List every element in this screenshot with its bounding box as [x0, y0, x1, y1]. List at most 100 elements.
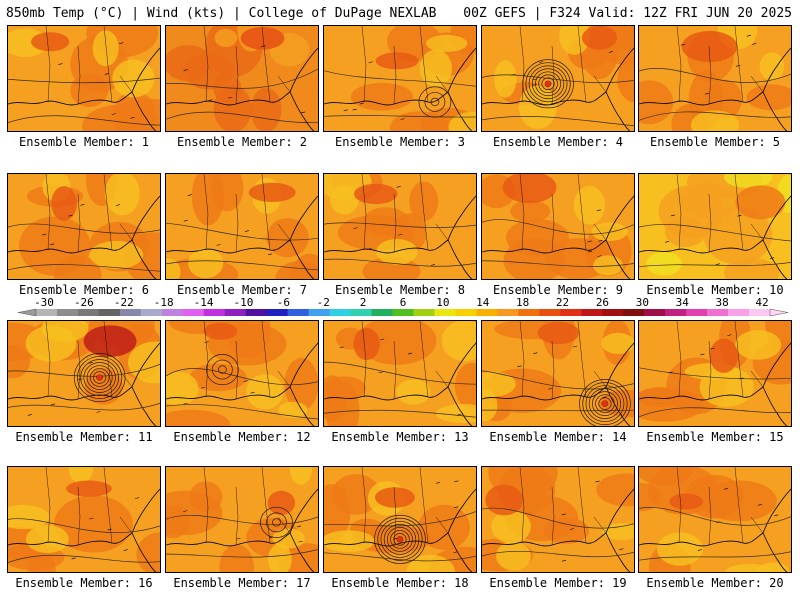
ensemble-panel-20	[638, 466, 792, 573]
state-borders	[676, 174, 764, 253]
ensemble-member-label: Ensemble Member: 7	[176, 283, 308, 297]
wind-barb	[352, 108, 357, 111]
atlantic-coastline	[289, 342, 318, 388]
wind-barb	[208, 99, 213, 101]
warm-region	[18, 216, 91, 276]
cool-region	[289, 467, 313, 485]
wind-barb	[769, 257, 775, 260]
ensemble-member-label: Ensemble Member: 19	[489, 576, 627, 590]
atlantic-coastline	[289, 47, 318, 93]
temperature-map	[639, 467, 791, 572]
warm-region	[639, 482, 661, 512]
wind-barb	[228, 96, 233, 99]
color-swatch	[392, 309, 414, 316]
wind-barb	[380, 338, 385, 341]
temperature-map	[8, 321, 160, 426]
ensemble-panel-6	[7, 173, 161, 280]
wind-barb	[700, 353, 705, 356]
height-contour	[324, 115, 476, 118]
wind-barb	[532, 78, 537, 81]
warm-region	[84, 368, 123, 405]
temperature-map	[324, 174, 476, 279]
warm-region	[219, 544, 254, 572]
cool-region	[166, 258, 181, 279]
cool-region	[246, 374, 284, 410]
temperature-map	[482, 174, 634, 279]
ensemble-panel-17	[165, 466, 319, 573]
atlantic-coastline	[605, 47, 634, 93]
warm-region	[166, 409, 231, 426]
color-swatch	[560, 309, 582, 316]
wind-barb	[596, 209, 601, 212]
wind-barb	[42, 233, 47, 236]
colorbar-max-arrow	[769, 308, 789, 317]
hot-region	[735, 185, 786, 220]
wind-barb	[597, 255, 602, 257]
height-contour	[639, 407, 791, 418]
ensemble-panel-1	[7, 25, 161, 132]
color-swatch	[497, 309, 519, 316]
height-contour	[8, 115, 160, 126]
wind-barb	[716, 521, 721, 524]
wind-barb	[715, 263, 720, 266]
tropical-low-contours	[206, 354, 239, 386]
colorbar-min-arrow	[17, 308, 37, 317]
temperature-map	[639, 26, 791, 131]
hot-region	[66, 480, 112, 497]
tropical-low-contours	[260, 506, 293, 538]
colorbar-tick-label: 34	[676, 297, 690, 309]
warm-region	[510, 200, 551, 223]
wind-barb	[250, 391, 255, 394]
warm-region	[454, 362, 476, 409]
wind-barb	[71, 557, 76, 560]
atlantic-coastline	[762, 195, 791, 241]
ensemble-panel-9	[481, 173, 635, 280]
ensemble-panel-14	[481, 320, 635, 427]
state-borders	[203, 174, 291, 253]
wind-barb	[50, 403, 56, 406]
hot-region	[502, 174, 557, 204]
cool-region	[759, 52, 785, 81]
height-contour	[324, 511, 476, 527]
color-swatch	[329, 309, 351, 316]
wind-barb	[115, 204, 121, 206]
tropical-low-contours	[418, 86, 452, 118]
ensemble-panel-12	[165, 320, 319, 427]
wind-barb	[739, 377, 744, 380]
ensemble-member-label: Ensemble Member: 15	[646, 430, 784, 444]
hot-region	[240, 26, 285, 50]
height-contour	[8, 264, 160, 272]
warm-region	[353, 525, 432, 554]
colorbar-tick-label: 6	[400, 297, 407, 309]
wind-barb	[561, 513, 566, 516]
warm-region	[325, 380, 360, 426]
color-swatch	[182, 309, 205, 316]
hot-region	[353, 327, 380, 361]
ensemble-panel-18	[323, 466, 477, 573]
colorbar-tick-label: -6	[277, 297, 290, 309]
wind-barb	[548, 387, 553, 390]
warm-region	[54, 495, 133, 553]
hot-region	[669, 493, 703, 510]
wind-barb	[757, 504, 762, 506]
hot-region	[51, 186, 78, 221]
height-contour	[8, 518, 160, 533]
temperature-map	[324, 467, 476, 572]
state-borders	[676, 26, 764, 105]
colorbar-tick-label: -26	[74, 297, 94, 309]
height-contour	[639, 507, 791, 526]
wind-barb	[752, 43, 757, 45]
height-contour	[324, 409, 476, 418]
hot-region	[248, 182, 296, 203]
ensemble-panel-19	[481, 466, 635, 573]
ensemble-member-label: Ensemble Member: 14	[489, 430, 627, 444]
atlantic-coastline	[447, 195, 476, 241]
state-borders	[361, 321, 449, 400]
wind-barb	[80, 204, 85, 206]
cool-region	[166, 371, 199, 406]
warm-region	[617, 56, 634, 103]
wind-barb	[243, 380, 248, 382]
color-swatch	[581, 309, 603, 316]
colorbar-tick-label: -14	[194, 297, 214, 309]
hot-region	[375, 52, 419, 70]
